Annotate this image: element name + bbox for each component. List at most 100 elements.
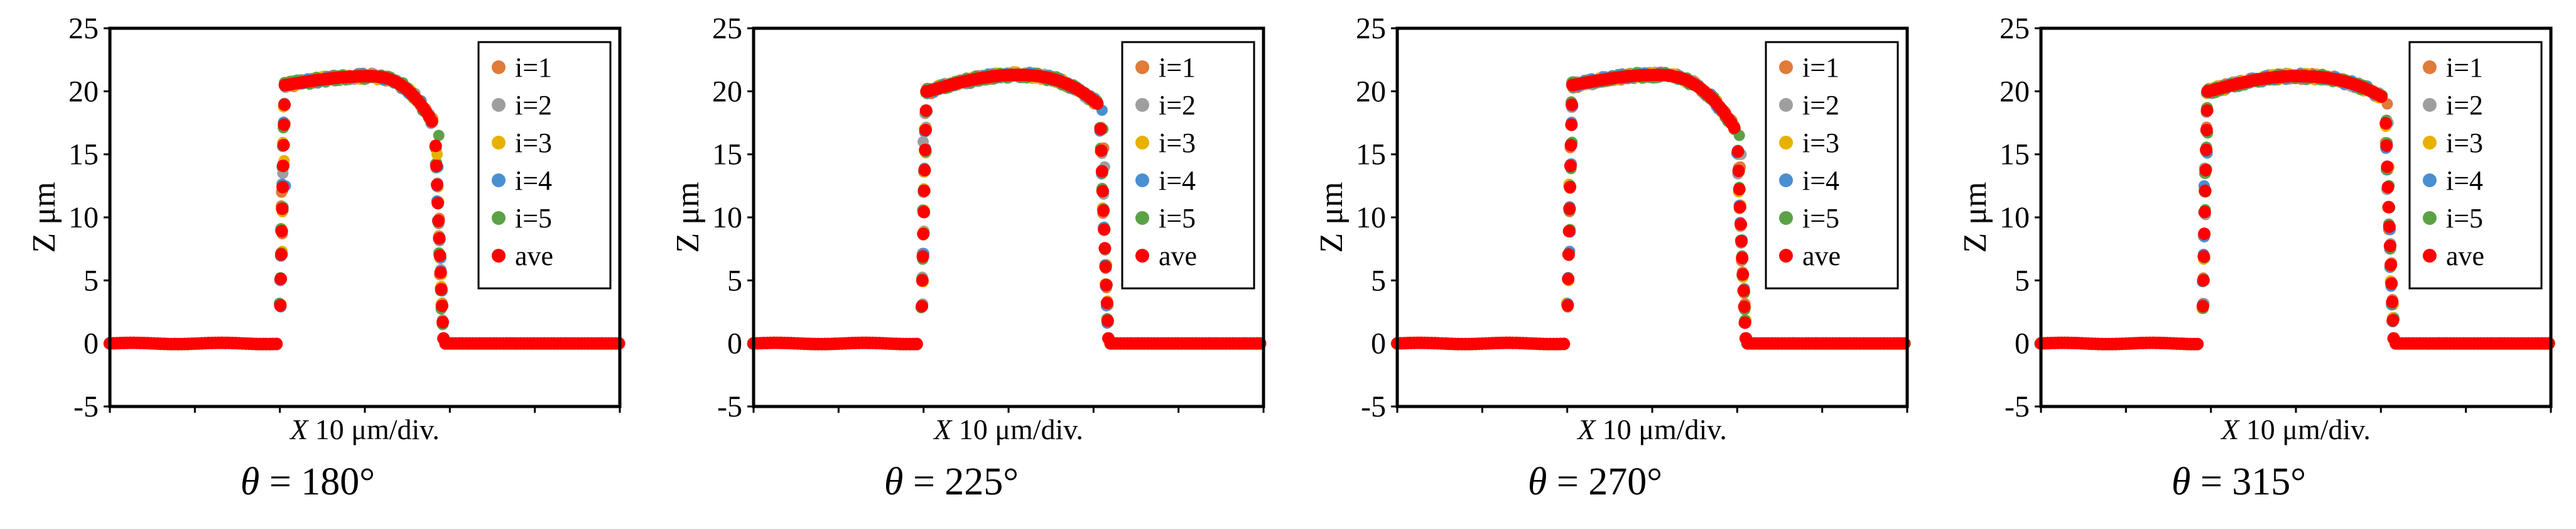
data-point-ave — [2198, 227, 2211, 241]
data-point-ave — [1563, 202, 1576, 215]
y-tick-label: 10 — [68, 201, 99, 234]
legend-label: ave — [1802, 241, 1841, 271]
data-point-ave — [1736, 251, 1749, 264]
y-tick-label: 5 — [84, 264, 99, 297]
y-tick-label: 15 — [68, 138, 99, 172]
data-point-ave — [2381, 160, 2394, 173]
x-axis-label: X 10 μm/div. — [2220, 413, 2371, 445]
plot-area-frame — [752, 26, 1265, 408]
legend-marker — [1779, 136, 1793, 150]
x-axis-label: X 10 μm/div. — [933, 413, 1083, 445]
legend-marker — [492, 211, 506, 225]
data-point-ave — [917, 227, 930, 241]
legend-label: i=1 — [515, 52, 552, 83]
caption-value: = 315° — [2200, 461, 2307, 503]
legend: i=1 i=2 i=3 i=4 i=5 ave — [1765, 41, 1899, 290]
legend-label: i=4 — [1159, 165, 1196, 196]
legend-box — [477, 41, 612, 290]
y-tick-label: 5 — [1371, 264, 1386, 297]
legend-marker — [492, 98, 506, 112]
series-ave — [2035, 70, 2555, 351]
y-tick-label: 0 — [1371, 327, 1386, 361]
data-point-ave — [276, 202, 289, 215]
data-point-ave — [1099, 260, 1112, 273]
data-point-ave — [1095, 144, 1108, 157]
y-tick-label: 25 — [1356, 12, 1386, 45]
x-axis-label: X 10 μm/div. — [1576, 413, 1727, 445]
data-point-ave — [2199, 184, 2212, 197]
data-point-ave — [1736, 268, 1750, 281]
data-point-ave — [2200, 124, 2213, 137]
data-point-ave — [1738, 316, 1751, 329]
legend-label: i=1 — [1159, 52, 1196, 83]
data-point-ave — [1734, 218, 1747, 231]
chart-315-svg: 25 20 15 10 5 0 -5 Z μm X 10 μm/div. i=1 i=2 i=3 i=4… — [1957, 12, 2555, 445]
data-point-ave — [1091, 97, 1104, 110]
data-point-ave — [277, 138, 290, 151]
legend-label: i=3 — [2446, 128, 2483, 158]
legend-box — [2408, 41, 2543, 290]
y-tick-label: 0 — [84, 327, 99, 361]
x-axis-var: X — [933, 413, 959, 445]
legend-marker — [2423, 211, 2437, 225]
legend-marker — [492, 136, 506, 150]
y-axis-label: Z μm — [670, 182, 706, 253]
legend-label: i=5 — [1802, 203, 1839, 234]
plot-area-frame — [2039, 26, 2553, 408]
chart-225-svg: 25 20 15 10 5 0 -5 Z μm X 10 μm/div. i=1 i=2 i=3 i=4… — [670, 12, 1267, 445]
legend-marker — [492, 249, 506, 263]
data-point-ave — [274, 272, 288, 285]
y-tick-label: 15 — [2000, 138, 2030, 172]
legend-box — [1121, 41, 1255, 290]
data-point-ave — [2380, 139, 2393, 152]
legend-label: i=4 — [515, 165, 552, 196]
data-point-ave — [1100, 278, 1113, 292]
data-point-ave — [434, 266, 447, 279]
y-tick-label: 25 — [68, 12, 99, 45]
series-ave — [1391, 68, 1911, 351]
data-point-ave — [276, 180, 290, 194]
y-tick-label: 20 — [712, 75, 742, 108]
data-point-ave — [919, 143, 932, 156]
data-point-ave — [274, 248, 288, 261]
data-point-ave — [1094, 123, 1107, 136]
data-point-ave — [1098, 242, 1112, 255]
y-tick-label: 20 — [1356, 75, 1386, 108]
legend-label: i=3 — [1802, 128, 1839, 158]
legend-marker — [2423, 249, 2437, 263]
caption-symbol: θ — [1527, 461, 1547, 503]
data-point-ave — [2542, 337, 2555, 350]
data-point-ave — [435, 283, 448, 296]
legend-label: i=2 — [1802, 90, 1839, 121]
legend-label: ave — [515, 241, 553, 271]
legend-label: i=5 — [515, 203, 552, 234]
y-tick-label: 5 — [727, 264, 742, 297]
legend-label: i=2 — [1159, 90, 1196, 121]
panel-225: 25 20 15 10 5 0 -5 Z μm X 10 μm/div. i=1 i=2 i=3 i=4… — [644, 0, 1287, 529]
data-point-ave — [1565, 118, 1578, 131]
legend-label: i=2 — [2446, 90, 2483, 121]
legend-label: i=4 — [1802, 165, 1839, 196]
legend-label: i=5 — [1159, 203, 1196, 234]
legend-label: i=5 — [2446, 203, 2483, 234]
x-axis-unit: 10 μm/div. — [1603, 413, 1727, 445]
data-point-ave — [1101, 314, 1114, 327]
data-point-ave — [2199, 163, 2212, 177]
legend-marker — [1779, 249, 1793, 263]
chart-270-svg: 25 20 15 10 5 0 -5 Z μm X 10 μm/div. i=1 i=2 i=3 i=4… — [1314, 12, 1911, 445]
caption-225: θ = 225° — [820, 460, 1083, 504]
data-point-ave — [1738, 300, 1751, 314]
data-point-ave — [1733, 183, 1746, 196]
data-point-ave — [1566, 98, 1579, 111]
data-point-ave — [1562, 248, 1575, 261]
data-point-ave — [278, 118, 291, 131]
data-point-ave — [2200, 104, 2214, 117]
data-point-ave — [919, 104, 933, 117]
legend-label: i=1 — [1802, 52, 1839, 83]
caption-180: θ = 180° — [176, 460, 440, 504]
y-tick-label: 20 — [2000, 75, 2030, 108]
data-point-ave — [919, 124, 932, 137]
y-tick-label: 25 — [712, 12, 742, 45]
data-point-ave — [1733, 200, 1746, 214]
